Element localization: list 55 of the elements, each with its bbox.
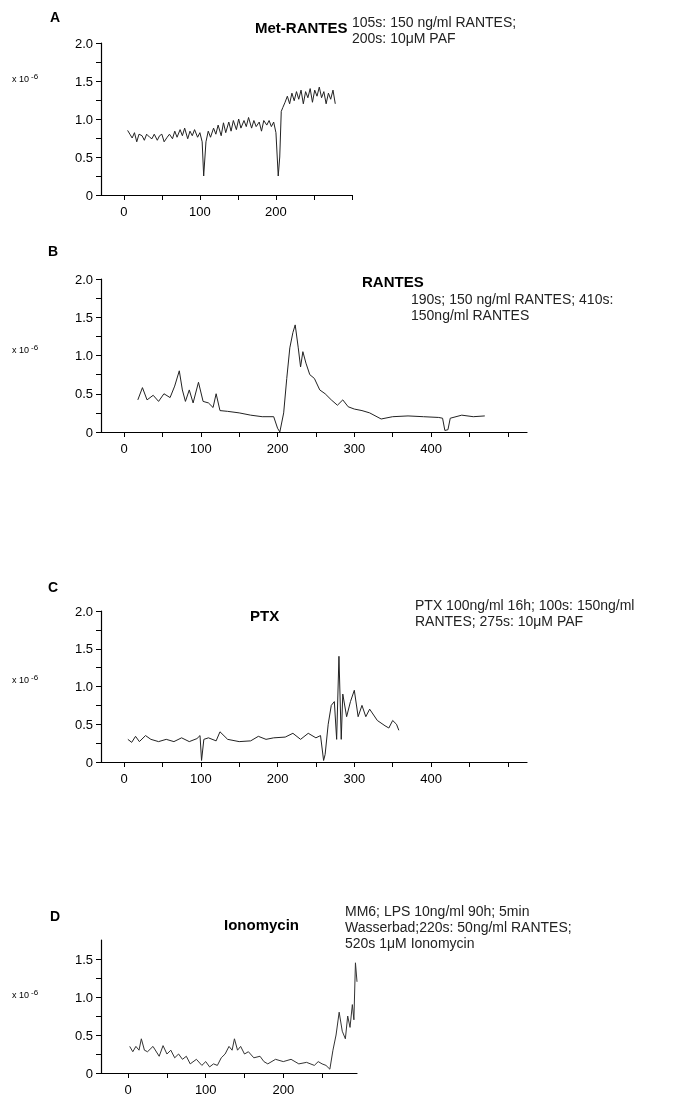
y-axis-title: x 10-6 xyxy=(12,71,39,84)
x-tick-label: 200 xyxy=(266,771,289,786)
y-tick-label: 1.0 xyxy=(74,989,93,1005)
y-tick-label: 0 xyxy=(85,424,93,440)
text: C xyxy=(48,579,59,595)
x-tick-label: 0 xyxy=(124,1082,132,1097)
y-axis-title: x 10-6 xyxy=(12,987,39,1000)
text: 105s: 150 ng/ml RANTES; 200s: 10μM PAF xyxy=(352,14,521,46)
y-tick-label: 0.5 xyxy=(74,1027,93,1043)
line-series xyxy=(127,655,400,761)
y-tick-label: 1.0 xyxy=(74,111,93,127)
text: D xyxy=(50,908,61,924)
y-tick-label: 2.0 xyxy=(74,271,93,287)
y-axis-title: x 10-6 xyxy=(12,342,39,355)
y-tick-label: 1.0 xyxy=(74,679,93,694)
y-tick-label: 1.5 xyxy=(74,73,93,89)
x-tick-label: 400 xyxy=(420,771,442,786)
y-tick-label: 1.5 xyxy=(74,641,93,657)
y-tick-label: 2.0 xyxy=(74,603,93,619)
x-tick-label: 200 xyxy=(266,441,289,456)
x-tick-label: 0 xyxy=(120,204,128,219)
x-tick-label: 100 xyxy=(189,441,212,456)
y-axis-title: x 10-6 xyxy=(12,672,39,685)
y-tick-label: 0.5 xyxy=(74,716,93,732)
y-tick-label: 0.5 xyxy=(74,386,93,402)
x-tick-label: 300 xyxy=(343,441,366,456)
text: MM6; LPS 10ng/ml 90h; 5min Wasserbad;220s: 50ng/ml RANTES; 520s 1μM Ionomycin xyxy=(345,903,576,951)
chart-subtitle: PTX 100ng/ml 16h; 100s: 150ng/ml RANTES; 275s: 10μM PAF xyxy=(415,597,639,629)
x-tick-label: 100 xyxy=(189,204,211,219)
chart-title: RANTES xyxy=(362,273,424,290)
x-tick-label: 100 xyxy=(194,1082,217,1097)
y-tick-label: 1.5 xyxy=(74,951,93,967)
x-tick-label: 100 xyxy=(189,771,212,786)
chart-title: Met-RANTES xyxy=(255,19,348,36)
line-series xyxy=(129,962,358,1070)
x-tick-label: 200 xyxy=(272,1082,295,1097)
chart-title: PTX xyxy=(249,607,280,624)
text: B xyxy=(48,243,59,259)
x-tick-label: 200 xyxy=(265,204,287,219)
x-tick-label: 300 xyxy=(343,771,366,786)
y-tick-label: 0.5 xyxy=(74,149,93,165)
text: 190s; 150 ng/ml RANTES; 410s: 150ng/ml RANTES xyxy=(411,291,618,323)
y-tick-label: 2.0 xyxy=(74,35,93,51)
y-tick-label: 0 xyxy=(85,1065,93,1081)
y-tick-label: 0 xyxy=(85,187,93,203)
y-tick-label: 1.5 xyxy=(74,309,93,325)
line-series xyxy=(137,324,486,433)
x-tick-label: 0 xyxy=(120,441,128,456)
text: A xyxy=(50,9,61,25)
y-tick-label: 1.0 xyxy=(74,348,93,363)
x-tick-label: 0 xyxy=(120,771,128,786)
x-tick-label: 400 xyxy=(420,441,442,456)
chart-title: Ionomycin xyxy=(224,916,300,933)
line-series xyxy=(127,86,336,177)
y-tick-label: 0 xyxy=(85,754,93,770)
